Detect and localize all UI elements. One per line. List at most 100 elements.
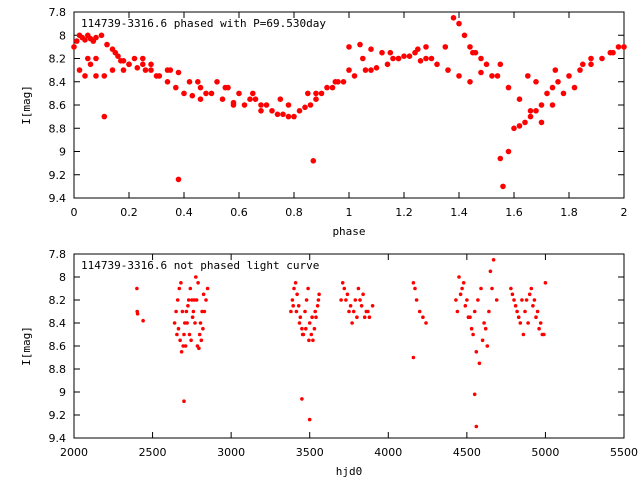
- x-tick-label: 1.8: [560, 206, 578, 219]
- data-point: [316, 298, 321, 302]
- data-point: [179, 281, 183, 285]
- y-tick-label: 9.4: [49, 432, 67, 445]
- data-point: [311, 338, 315, 343]
- y-axis-label: I[mag]: [20, 85, 33, 125]
- x-tick-label: 1: [346, 206, 353, 219]
- data-point: [309, 332, 314, 337]
- data-point: [291, 304, 296, 308]
- data-point: [201, 292, 206, 297]
- data-point: [269, 108, 275, 114]
- data-point: [167, 67, 174, 73]
- data-point: [172, 321, 177, 325]
- data-point: [332, 79, 339, 85]
- data-point: [526, 321, 530, 325]
- y-tick-label: 9: [59, 386, 66, 399]
- data-point: [467, 79, 473, 85]
- data-point: [300, 326, 304, 331]
- data-point: [179, 350, 184, 354]
- data-point: [87, 61, 94, 68]
- data-point: [175, 176, 182, 183]
- data-point: [552, 67, 559, 73]
- data-point: [195, 79, 201, 85]
- data-point: [490, 286, 494, 291]
- data-point: [454, 298, 458, 302]
- data-point: [455, 309, 460, 314]
- data-point: [200, 309, 204, 314]
- data-point: [126, 61, 132, 68]
- data-point: [516, 315, 521, 320]
- data-point: [417, 309, 422, 314]
- data-point: [296, 108, 303, 114]
- data-point: [370, 304, 375, 308]
- data-point: [307, 338, 311, 343]
- y-tick-label: 9.2: [49, 409, 67, 422]
- data-point: [482, 321, 486, 325]
- data-point: [491, 258, 496, 262]
- data-point: [347, 309, 351, 314]
- y-tick-label: 8.6: [49, 340, 67, 353]
- data-point: [181, 344, 185, 348]
- data-point: [189, 92, 196, 99]
- x-tick-label: 2500: [139, 446, 167, 459]
- data-point: [511, 125, 517, 132]
- data-point: [387, 49, 394, 56]
- data-point: [474, 350, 479, 354]
- data-point: [358, 298, 362, 302]
- data-point: [340, 79, 347, 85]
- data-point: [307, 321, 312, 325]
- x-axis-label: hjd0: [336, 465, 363, 478]
- x-tick-label: 3000: [217, 446, 245, 459]
- data-point: [480, 338, 485, 343]
- data-point: [544, 90, 550, 97]
- data-point: [307, 102, 314, 108]
- x-tick-label: 2000: [60, 446, 88, 459]
- data-point: [483, 61, 490, 68]
- data-point: [313, 90, 319, 97]
- data-point: [356, 286, 361, 291]
- x-tick-label: 5000: [531, 446, 559, 459]
- data-point: [187, 332, 192, 337]
- data-point: [201, 326, 205, 331]
- data-point: [588, 55, 594, 62]
- data-point: [421, 315, 425, 320]
- data-point: [148, 67, 154, 73]
- y-tick-label: 8.2: [49, 294, 67, 307]
- data-point: [538, 321, 543, 325]
- data-point: [361, 292, 365, 297]
- data-point: [527, 108, 534, 114]
- data-point: [342, 286, 347, 291]
- data-point: [175, 69, 182, 76]
- data-point: [135, 286, 139, 291]
- data-point: [472, 309, 477, 314]
- data-point: [472, 392, 477, 397]
- data-point: [118, 58, 124, 64]
- data-point: [458, 292, 463, 297]
- data-point: [175, 298, 180, 302]
- data-point: [112, 49, 119, 56]
- data-point: [353, 298, 358, 302]
- data-point: [461, 281, 466, 285]
- data-point: [101, 113, 108, 120]
- data-point: [461, 32, 468, 39]
- data-point: [182, 332, 186, 337]
- y-tick-label: 9: [59, 146, 66, 159]
- chart-title: 114739-3316.6 not phased light curve: [81, 259, 319, 272]
- data-point: [515, 309, 519, 314]
- data-point: [516, 123, 523, 129]
- data-point: [222, 84, 229, 91]
- data-point: [314, 315, 318, 320]
- data-point: [442, 44, 449, 50]
- data-point: [292, 286, 296, 291]
- data-point: [406, 53, 413, 59]
- data-point: [390, 55, 396, 62]
- data-point: [470, 49, 476, 56]
- data-point: [529, 286, 534, 291]
- data-point: [588, 61, 594, 68]
- data-point: [527, 113, 534, 120]
- data-point: [306, 286, 310, 291]
- data-point: [527, 292, 532, 297]
- data-point: [379, 49, 385, 56]
- data-point: [577, 67, 583, 73]
- data-point: [621, 44, 627, 50]
- data-point: [303, 309, 307, 314]
